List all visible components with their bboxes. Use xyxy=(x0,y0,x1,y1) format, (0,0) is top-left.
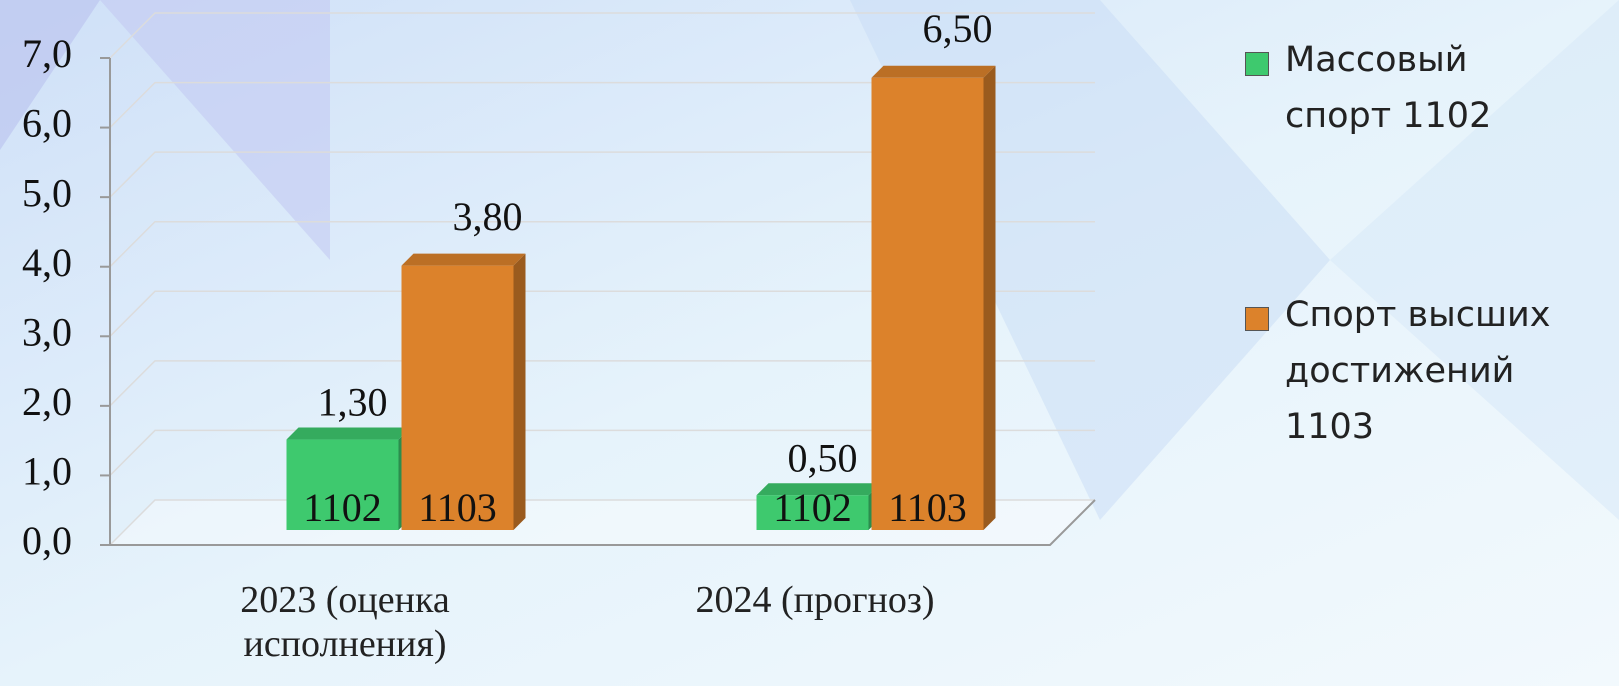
grid-line xyxy=(109,12,1095,59)
y-tick-label: 7,0 xyxy=(22,31,72,76)
bar-top xyxy=(401,253,526,266)
y-tick-label: 0,0 xyxy=(22,518,72,563)
legend-swatch xyxy=(1245,307,1269,331)
bar-front xyxy=(286,439,399,530)
legend-label: Массовый спорт 1102 xyxy=(1285,40,1492,136)
grid-line xyxy=(109,290,1095,337)
bar-side xyxy=(983,65,996,531)
bar-inner-label: 1102 xyxy=(303,485,382,530)
y-tick-label: 1,0 xyxy=(22,449,72,494)
x-tick-label: 2024 (прогноз) xyxy=(695,579,935,621)
bar-inner-label: 1102 xyxy=(773,485,852,530)
data-label: 0,50 xyxy=(788,435,858,480)
y-tick-label: 4,0 xyxy=(22,240,72,285)
y-tick-label: 3,0 xyxy=(22,309,72,354)
legend-label: Спорт высших достижений 1103 xyxy=(1285,295,1551,447)
data-label: 6,50 xyxy=(923,6,993,51)
bar-front xyxy=(871,77,984,531)
bg-shape xyxy=(1330,0,1619,520)
bar-inner-label: 1103 xyxy=(418,485,497,530)
legend-swatch xyxy=(1245,52,1269,76)
grid-line xyxy=(109,81,1095,129)
bar-top xyxy=(871,65,996,78)
bar-top xyxy=(286,427,411,440)
bar xyxy=(871,65,996,531)
bg-shape xyxy=(100,0,330,260)
bg-shape xyxy=(0,0,100,150)
bar-top xyxy=(756,483,881,496)
data-label: 1,30 xyxy=(318,380,388,425)
x-tick-label: 2023 (оценка исполнения) xyxy=(240,579,450,665)
data-label: 3,80 xyxy=(453,194,523,239)
bar-side xyxy=(513,253,526,530)
bar-front xyxy=(756,495,869,530)
bar-inner-label: 1103 xyxy=(888,485,967,530)
grid-line xyxy=(109,360,1095,407)
y-tick-label: 2,0 xyxy=(22,379,72,424)
bar-front xyxy=(401,265,514,530)
grid-line xyxy=(109,429,1095,476)
grid-line xyxy=(109,151,1095,198)
grid-line xyxy=(109,220,1095,268)
bar xyxy=(401,253,526,530)
y-tick-label: 5,0 xyxy=(22,170,72,215)
y-tick-label: 6,0 xyxy=(22,101,72,146)
x-axis xyxy=(110,499,1096,546)
